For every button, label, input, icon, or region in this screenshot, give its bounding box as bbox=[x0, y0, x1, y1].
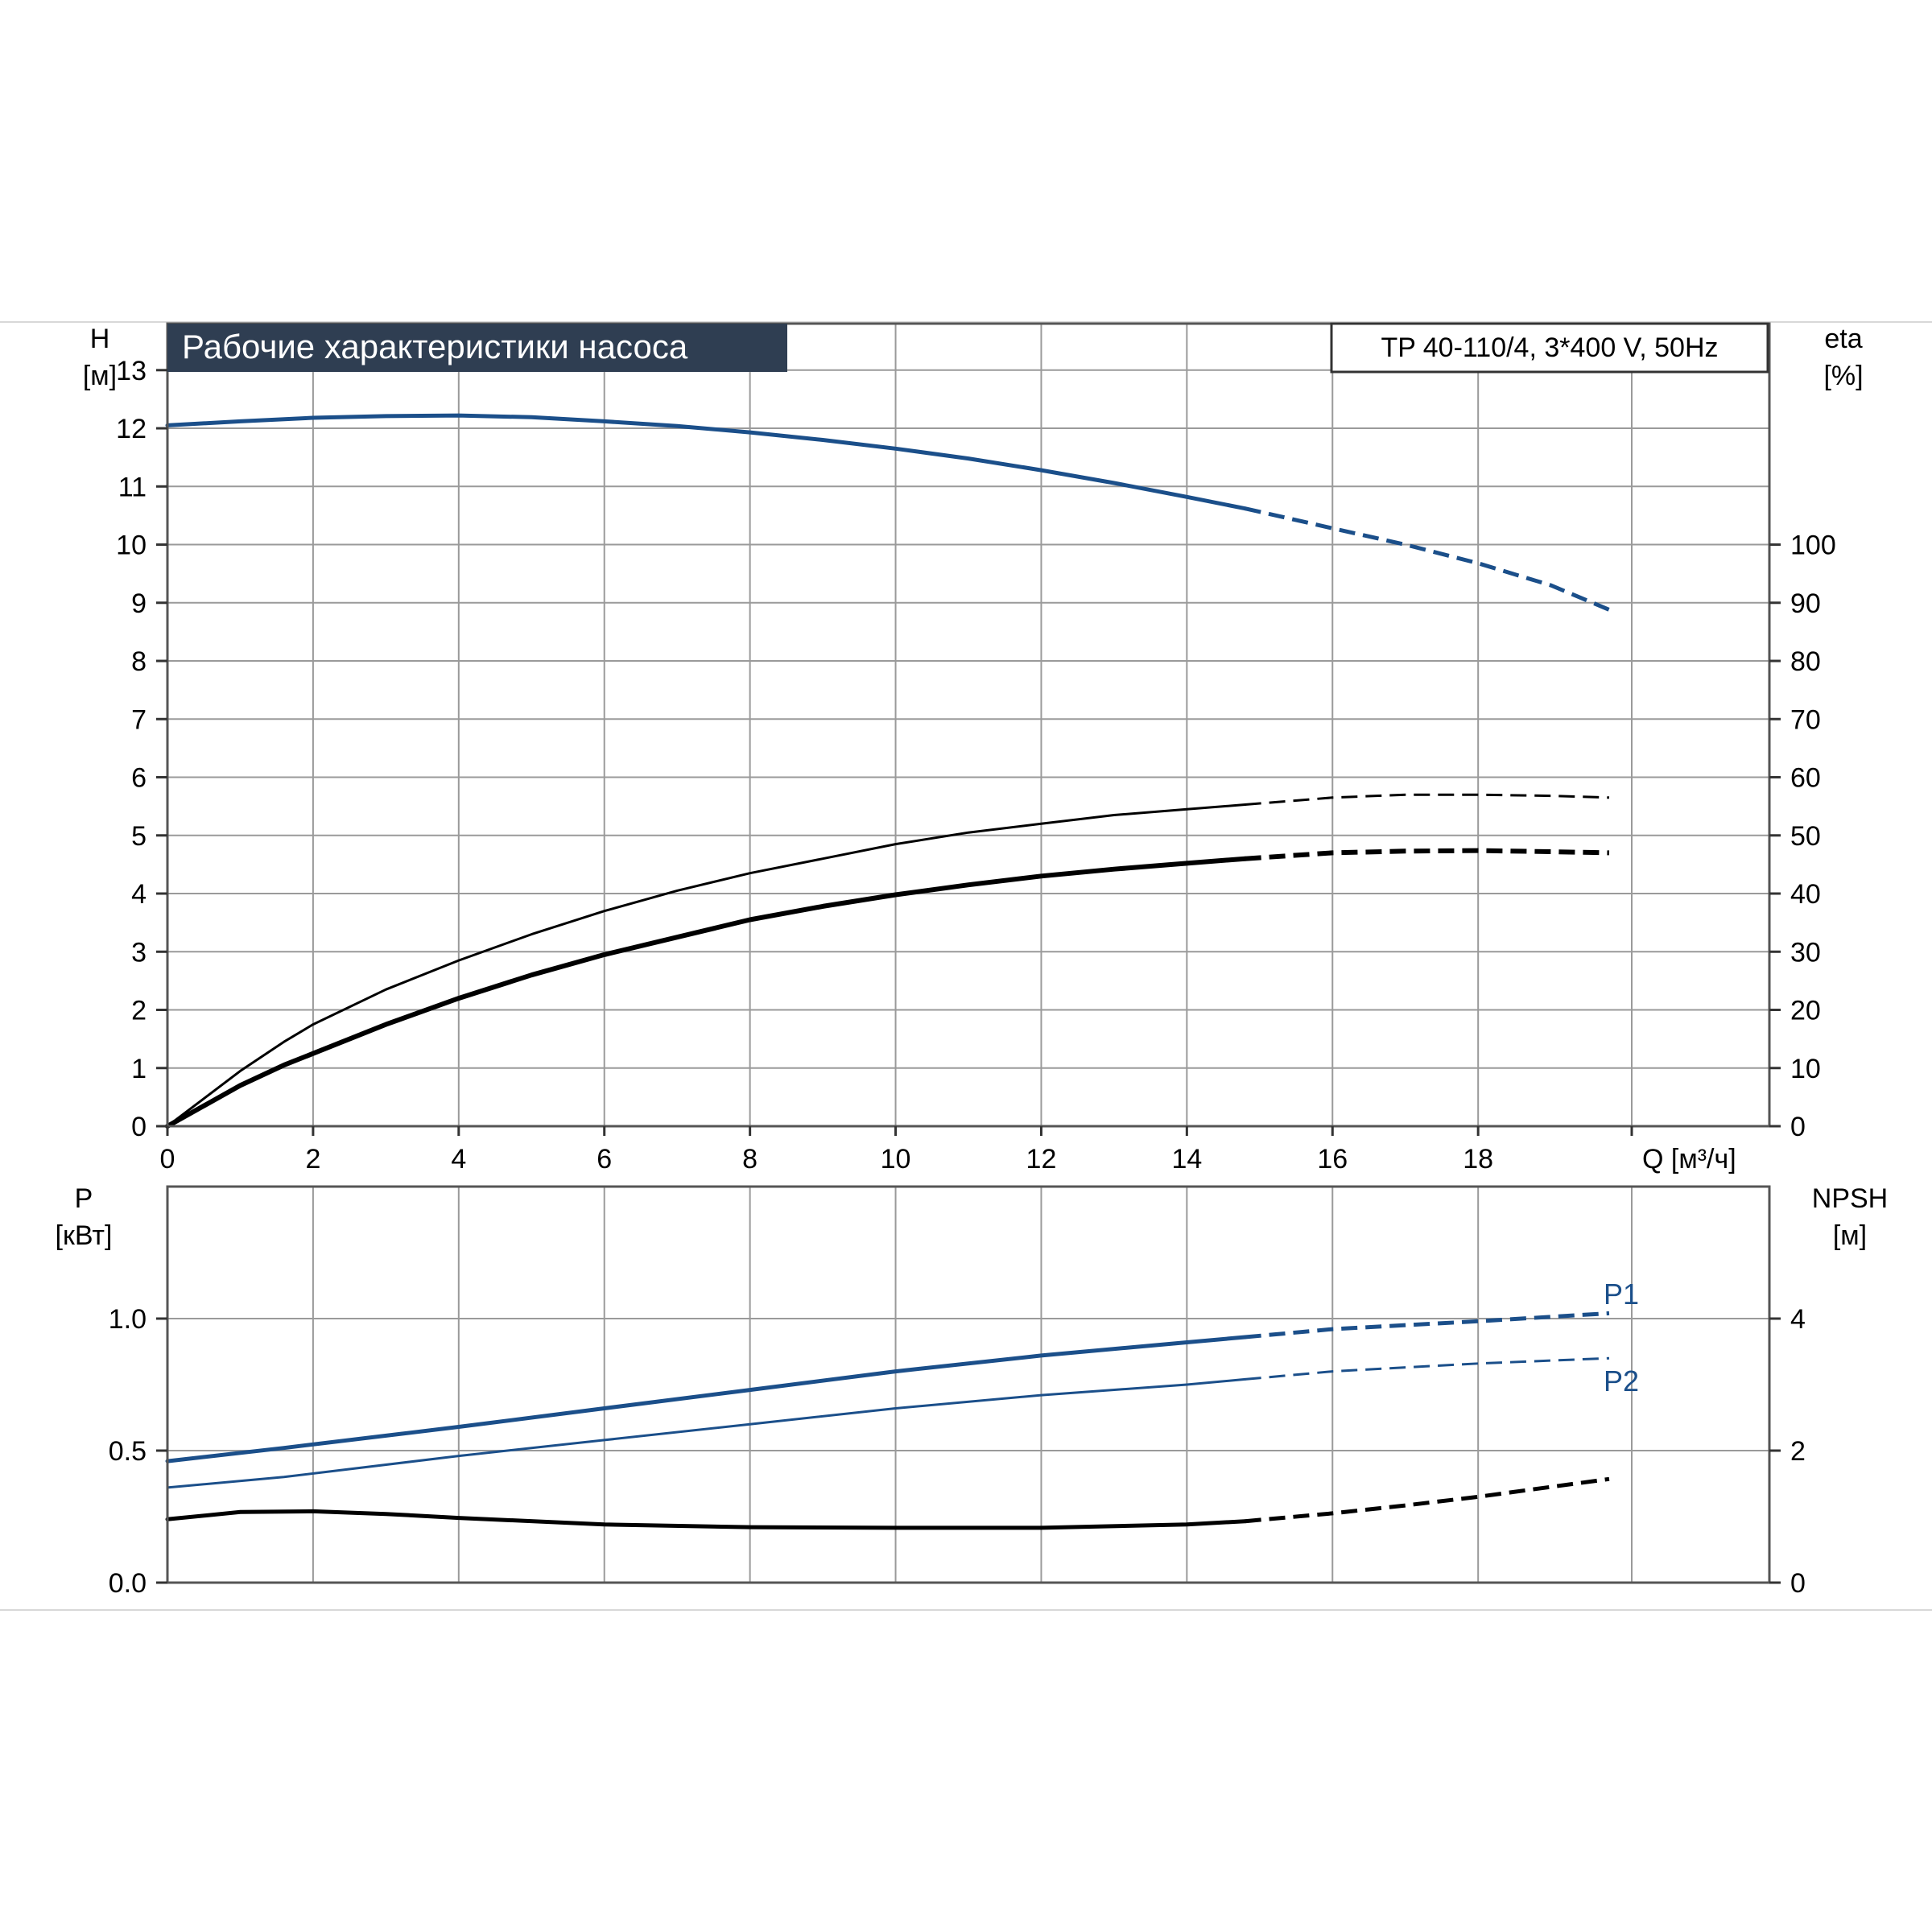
top-right-tick-label: 30 bbox=[1790, 937, 1821, 968]
series-p1-0-dashed bbox=[1245, 1311, 1610, 1340]
bottom-left-tick-label: 0.0 bbox=[109, 1568, 147, 1599]
x-tick-label: 2 bbox=[305, 1144, 320, 1174]
series-layer bbox=[165, 413, 1610, 1530]
y-axis-label-p: P bbox=[75, 1183, 93, 1214]
top-right-tick-label: 20 bbox=[1790, 996, 1821, 1026]
bottom-right-tick-label: 4 bbox=[1790, 1304, 1806, 1335]
top-right-tick-label: 10 bbox=[1790, 1054, 1821, 1084]
series-label-p1: P1 bbox=[1604, 1278, 1639, 1311]
series-label-p2: P2 bbox=[1604, 1364, 1639, 1397]
y2-axis-unit-npsh: [м] bbox=[1833, 1220, 1867, 1251]
x-tick-label: 8 bbox=[742, 1144, 758, 1174]
top-right-tick-label: 100 bbox=[1790, 530, 1836, 561]
y-axis-unit-p: [кВт] bbox=[56, 1220, 113, 1251]
series-h-0-solid bbox=[165, 413, 1248, 511]
y2-axis-unit-eta: [%] bbox=[1823, 361, 1863, 391]
bottom-left-tick-label: 1.0 bbox=[109, 1304, 147, 1335]
model-label: TP 40-110/4, 3*400 V, 50Hz bbox=[1381, 332, 1718, 363]
top-left-tick-label: 7 bbox=[131, 704, 147, 735]
x-tick-label: 4 bbox=[451, 1144, 466, 1174]
model-box bbox=[1330, 322, 1769, 374]
top-right-tick-label: 90 bbox=[1790, 588, 1821, 619]
top-left-tick-label: 10 bbox=[116, 530, 147, 561]
top-right-tick-label: 60 bbox=[1790, 763, 1821, 794]
y2-axis-label-eta: eta bbox=[1824, 324, 1862, 354]
top-left-tick-label: 8 bbox=[131, 646, 147, 677]
series-eta-1-solid bbox=[166, 803, 1247, 1128]
bottom-panel-frame bbox=[166, 1185, 1771, 1584]
x-tick-label: 6 bbox=[597, 1144, 612, 1174]
top-left-tick-label: 0 bbox=[131, 1112, 147, 1142]
top-left-tick-label: 1 bbox=[131, 1054, 147, 1084]
series-eta-1-dashed bbox=[1245, 793, 1610, 806]
x-tick-label: 16 bbox=[1317, 1144, 1348, 1174]
title-banner bbox=[167, 324, 787, 372]
frame-layer bbox=[0, 321, 1932, 1611]
top-right-tick-label: 70 bbox=[1790, 704, 1821, 735]
y-axis-label-h: H bbox=[90, 324, 110, 354]
chart-title: Рабочие характеристики насоса bbox=[182, 328, 688, 365]
series-p1-0-solid bbox=[165, 1335, 1248, 1463]
y2-axis-label-npsh: NPSH bbox=[1812, 1183, 1888, 1214]
top-left-tick-label: 3 bbox=[131, 937, 147, 968]
top-left-tick-label: 4 bbox=[131, 879, 147, 910]
x-tick-label: 0 bbox=[160, 1144, 175, 1174]
top-right-tick-label: 0 bbox=[1790, 1112, 1806, 1142]
series-npsh-2-solid bbox=[165, 1509, 1248, 1530]
top-left-tick-label: 5 bbox=[131, 821, 147, 852]
top-right-tick-label: 40 bbox=[1790, 879, 1821, 910]
x-axis-label: Q [м³/ч] bbox=[1642, 1144, 1736, 1174]
top-left-tick-label: 6 bbox=[131, 763, 147, 794]
x-tick-label: 18 bbox=[1463, 1144, 1493, 1174]
top-left-tick-label: 13 bbox=[116, 356, 147, 386]
series-p2-1-solid bbox=[166, 1377, 1247, 1489]
label-layer: 0123456789101112130102030405060708090100… bbox=[56, 322, 1888, 1599]
top-panel-frame bbox=[166, 322, 1771, 1128]
x-tick-label: 12 bbox=[1026, 1144, 1057, 1174]
bottom-right-tick-label: 0 bbox=[1790, 1568, 1806, 1599]
series-p2-1-dashed bbox=[1245, 1356, 1610, 1381]
bottom-left-tick-label: 0.5 bbox=[109, 1436, 147, 1467]
top-left-tick-label: 2 bbox=[131, 996, 147, 1026]
top-right-tick-label: 80 bbox=[1790, 646, 1821, 677]
bottom-right-tick-label: 2 bbox=[1790, 1436, 1806, 1467]
x-tick-label: 14 bbox=[1171, 1144, 1202, 1174]
x-tick-label: 10 bbox=[881, 1144, 911, 1174]
series-eta-2-solid bbox=[165, 856, 1248, 1129]
top-left-tick-label: 12 bbox=[116, 414, 147, 444]
series-npsh-2-dashed bbox=[1245, 1476, 1610, 1524]
top-left-tick-label: 9 bbox=[131, 588, 147, 619]
top-left-tick-label: 11 bbox=[118, 472, 147, 502]
y-axis-unit-h: [м] bbox=[83, 361, 117, 391]
series-h-0-dashed bbox=[1245, 506, 1610, 612]
series-eta-2-dashed bbox=[1245, 848, 1610, 861]
grid-layer bbox=[167, 324, 1769, 1583]
top-right-tick-label: 50 bbox=[1790, 821, 1821, 852]
